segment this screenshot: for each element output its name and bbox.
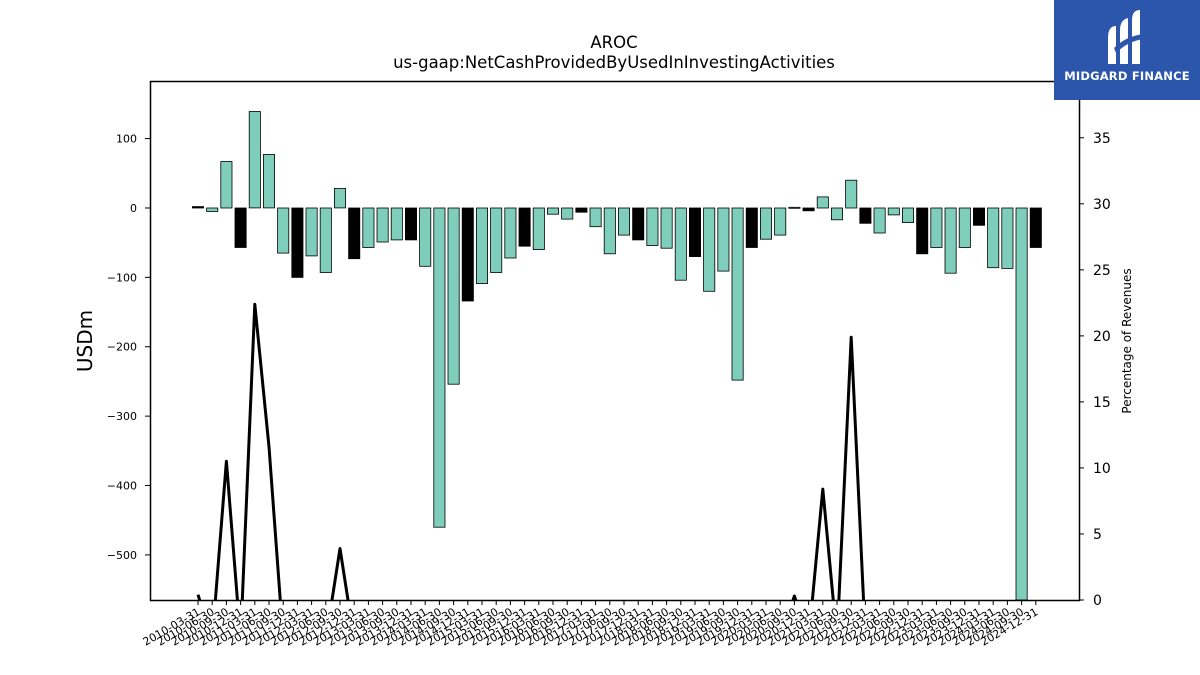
y-ticks: 100 0 −100 −200 −300 −400 −500 [107, 133, 150, 562]
y2-tick-label: 10 [1093, 461, 1111, 477]
chart-title: AROC [590, 33, 637, 52]
bar-2021-09-30 [845, 179, 858, 209]
y-tick-label: −100 [107, 271, 137, 284]
y2-axis-label: Percentage of Revenues [1120, 268, 1134, 413]
bar-2019-06-30 [717, 207, 730, 272]
plot-frame [149, 80, 1081, 602]
logo-text: MIDGARD FINANCE [1064, 69, 1190, 83]
brand-logo: MIDGARD FINANCE [1054, 0, 1200, 100]
y2-ticks: 0 5 10 15 20 25 30 35 [1079, 131, 1111, 609]
bar-2014-09-30 [447, 207, 460, 385]
bar-2016-06-30 [547, 207, 560, 215]
y-tick-label: −200 [107, 341, 137, 354]
bar-2012-09-30 [333, 188, 346, 209]
bar-2010-12-31 [234, 207, 247, 248]
bar-2020-03-31 [760, 207, 773, 240]
bar-2017-03-31 [589, 207, 602, 228]
bar-2011-03-31 [248, 111, 261, 209]
bar-2011-12-31 [291, 207, 304, 278]
y2-tick-label: 20 [1093, 329, 1111, 345]
y2-tick-label: 0 [1093, 593, 1102, 609]
bar-2020-12-31 [802, 207, 815, 212]
bar-2013-09-30 [390, 207, 403, 241]
bar-2022-09-30 [902, 207, 915, 224]
bar-2023-09-30 [958, 207, 971, 248]
bar-2014-03-31 [419, 207, 432, 267]
bar-2012-06-30 [319, 207, 332, 273]
bar-2022-06-30 [887, 207, 900, 216]
bar-2010-09-30 [220, 161, 233, 209]
bar-2018-12-31 [689, 207, 702, 257]
bar-2023-12-31 [973, 207, 986, 226]
bar-2024-06-30 [1001, 207, 1014, 269]
bar-2011-06-30 [262, 154, 275, 209]
bar-2024-09-30 [1015, 207, 1028, 601]
bar-2019-03-31 [703, 207, 716, 292]
y2-tick-label: 15 [1093, 395, 1111, 411]
y2-tick-label: 5 [1093, 527, 1102, 543]
bar-2022-12-31 [916, 207, 929, 255]
bar-2015-09-30 [504, 207, 517, 259]
bar-2017-09-30 [618, 207, 631, 236]
bar-2014-12-31 [461, 207, 474, 302]
bar-2017-12-31 [632, 207, 645, 241]
bar-2015-06-30 [490, 207, 503, 273]
bar-2019-09-30 [731, 207, 744, 381]
bar-2017-06-30 [603, 207, 616, 255]
bar-2018-03-31 [646, 207, 659, 246]
bar-2013-03-31 [362, 207, 375, 248]
x-ticks: 2010-03-312010-06-302010-09-302010-12-31… [141, 600, 1040, 649]
y2-tick-label: 25 [1093, 263, 1111, 279]
pct-line-layer [196, 302, 866, 600]
bar-2019-12-31 [745, 207, 758, 248]
bar-2012-12-31 [348, 207, 361, 260]
bar-2016-03-31 [532, 207, 545, 250]
bar-2015-03-31 [475, 207, 488, 284]
bar-2013-12-31 [404, 207, 417, 241]
bar-2024-12-31 [1029, 207, 1042, 248]
bar-2018-09-30 [674, 207, 687, 281]
bar-2021-03-31 [816, 196, 829, 209]
bar-2024-03-31 [987, 207, 1000, 269]
y-tick-label: −500 [107, 549, 137, 562]
bar-2011-09-30 [277, 207, 290, 254]
bar-2010-03-31 [191, 206, 204, 209]
y-axis-label: USDm [73, 310, 97, 372]
bar-2015-12-31 [518, 207, 531, 247]
bar-2021-12-31 [859, 207, 872, 224]
y-tick-label: 0 [130, 202, 137, 215]
bar-2013-06-30 [376, 207, 389, 243]
y-tick-label: 100 [116, 133, 137, 146]
bar-2018-06-30 [660, 207, 673, 249]
bar-2021-06-30 [831, 207, 844, 221]
y2-tick-label: 30 [1093, 197, 1111, 213]
bar-2010-06-30 [206, 207, 219, 212]
y2-tick-label: 35 [1093, 131, 1111, 147]
bar-2016-12-31 [575, 207, 588, 213]
bars-layer [191, 111, 1042, 601]
pct-of-revenues-line [196, 302, 866, 600]
y-tick-label: −300 [107, 410, 137, 423]
bar-2022-03-31 [873, 207, 886, 234]
bar-2023-06-30 [944, 207, 957, 274]
y-tick-label: −400 [107, 480, 137, 493]
bar-2020-06-30 [774, 207, 787, 236]
bar-2020-09-30 [788, 206, 801, 209]
chart-subtitle: us-gaap:NetCashProvidedByUsedInInvesting… [393, 53, 835, 72]
bar-2023-03-31 [930, 207, 943, 248]
bar-2014-06-30 [433, 207, 446, 528]
bar-2016-09-30 [561, 207, 574, 220]
midgard-logo-icon [1108, 10, 1144, 64]
bar-2012-03-31 [305, 207, 318, 257]
